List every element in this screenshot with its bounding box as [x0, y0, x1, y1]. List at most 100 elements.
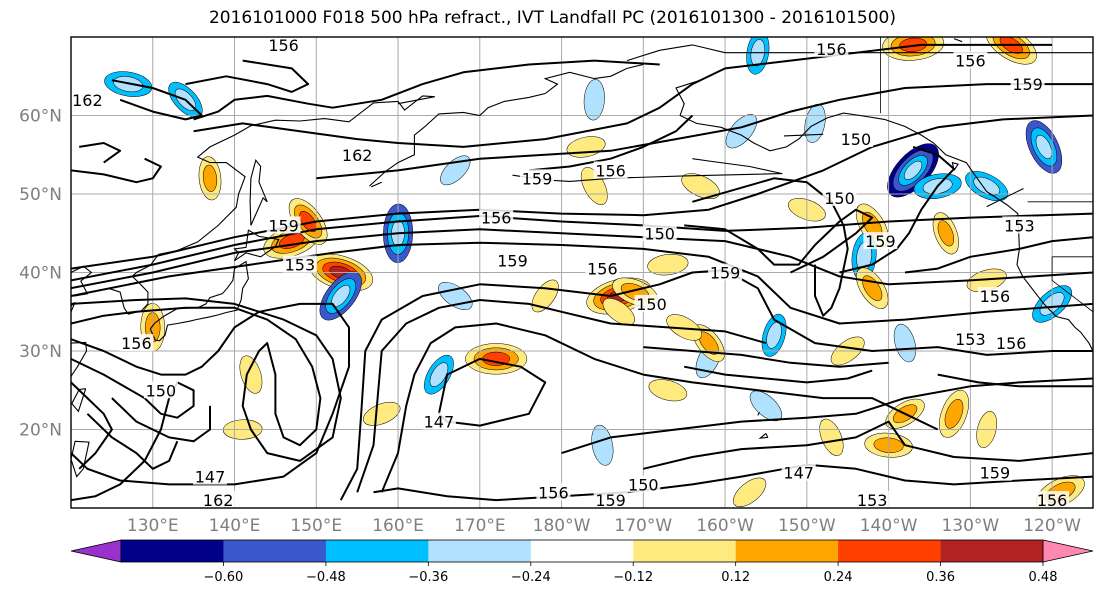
contour-label: 162 — [72, 91, 103, 110]
latitude-label: 40°N — [19, 264, 62, 284]
contour-label-bg — [977, 287, 1012, 304]
coastline — [986, 188, 1024, 208]
anomaly-patch — [899, 37, 928, 52]
longitude-label: 180°W — [533, 516, 591, 536]
contour-label: 156 — [587, 260, 618, 279]
coastline — [71, 301, 76, 313]
colorbar-bin — [325, 540, 429, 562]
latitude-label: 20°N — [19, 421, 62, 441]
contour-label-bg — [994, 334, 1029, 352]
colorbar-frame — [120, 539, 1044, 563]
anomaly-patch — [531, 279, 559, 313]
contour-label: 159 — [268, 216, 299, 235]
longitude-label: 150°E — [290, 516, 342, 536]
refractivity-contour — [684, 365, 873, 384]
contour-label: 150 — [841, 130, 872, 149]
coastline — [369, 63, 644, 187]
colorbar-tick-label: −0.12 — [613, 570, 653, 585]
colorbar: −0.60 −0.48 −0.36 −0.24 −0.12 0.12 0.24 0.36 0.4… — [70, 539, 1094, 585]
contour-label-bg — [421, 412, 456, 430]
refractivity-contour — [380, 322, 939, 493]
contour-label: 159 — [497, 252, 528, 271]
contour-label-bg — [536, 483, 571, 501]
longitude-label: 130°W — [941, 516, 999, 536]
refractivity-contour — [71, 381, 113, 470]
anomaly-patch — [648, 379, 688, 402]
contour-label: 156 — [1037, 491, 1068, 510]
coastline — [783, 133, 824, 137]
anomaly-patch — [1035, 134, 1053, 159]
contour-label-bg — [119, 334, 154, 352]
contour-label: 159 — [865, 232, 896, 251]
colorbar-tick-label: 0.24 — [824, 570, 853, 585]
anomaly-patch — [732, 477, 767, 507]
anomaly-patch — [363, 401, 401, 426]
contour-label: 153 — [857, 491, 888, 510]
coastline — [249, 158, 268, 226]
contour-label: 156 — [538, 483, 569, 502]
contour-label: 153 — [285, 256, 316, 275]
colorbar-bin — [940, 540, 1044, 562]
contour-label: 162 — [203, 491, 234, 510]
refractivity-contour — [373, 463, 1093, 502]
anomaly-patch — [602, 298, 635, 326]
refractivity-contour — [71, 157, 162, 184]
contour-label-bg — [642, 224, 677, 242]
longitude-label: 120°W — [1023, 516, 1081, 536]
coastline — [675, 79, 1093, 352]
contour-label-bg — [593, 491, 628, 508]
coastline — [107, 95, 435, 315]
colorbar-tick-label: 0.12 — [721, 570, 750, 585]
anomaly-patch — [202, 164, 218, 192]
contour-label-bg — [855, 491, 890, 508]
longitude-label: 140°W — [860, 516, 918, 536]
anomaly-patch — [903, 160, 923, 180]
contour-label-bg — [814, 39, 849, 57]
longitude-label: 150°W — [778, 516, 836, 536]
refractivity-contour — [692, 177, 849, 317]
contour-label-bg — [495, 251, 530, 269]
longitude-labels: 130°E 140°E 150°E 160°E 170°E 180°W 170°W 160°W… — [127, 516, 1081, 536]
contour-label: 147 — [783, 464, 814, 483]
latitude-label: 30°N — [19, 342, 62, 362]
contour-label-bg — [822, 188, 857, 206]
anomaly-patch — [580, 167, 608, 205]
refractivity-contour — [71, 297, 342, 462]
colorbar-bin — [223, 540, 327, 562]
contour-label: 150 — [644, 224, 675, 243]
contour-label-bg — [479, 208, 514, 226]
contour-label: 153 — [1004, 216, 1035, 235]
refractivity-contour — [111, 397, 211, 443]
refractivity-contour — [79, 142, 122, 164]
refractivity-contour — [904, 236, 1093, 274]
refractivity-contour — [643, 346, 889, 368]
contour-label-bg — [266, 37, 301, 53]
anomaly-patch — [591, 424, 614, 466]
contour-label: 159 — [1012, 75, 1043, 94]
refractivity-contour — [71, 241, 1093, 325]
refractivity-contour — [185, 59, 310, 93]
colorbar-bin — [530, 540, 634, 562]
contour-label: 156 — [996, 334, 1027, 353]
contour-label-bg — [953, 51, 988, 69]
contour-label-bg — [634, 294, 669, 312]
contour-label-bg — [593, 161, 628, 179]
coastline — [951, 161, 959, 171]
contour-label: 156 — [595, 161, 626, 180]
refractivity-contour — [71, 212, 1093, 282]
contour-label: 147 — [195, 468, 226, 487]
latitude-labels: 60°N 50°N 40°N 30°N 20°N — [19, 107, 62, 441]
contour-label-bg — [781, 463, 816, 481]
contour-label: 156 — [816, 40, 847, 59]
refractivity-contour — [839, 145, 955, 274]
anomaly-patch — [647, 253, 689, 276]
refractivity-contour — [339, 269, 1093, 501]
contour-label-bg — [626, 475, 661, 493]
anomaly-patch — [862, 275, 883, 302]
refractivity-contour — [528, 114, 694, 172]
coastline — [758, 432, 769, 439]
colorbar-bin — [838, 540, 941, 562]
contour-label-bg — [193, 467, 227, 485]
contour-label-bg — [266, 216, 301, 234]
